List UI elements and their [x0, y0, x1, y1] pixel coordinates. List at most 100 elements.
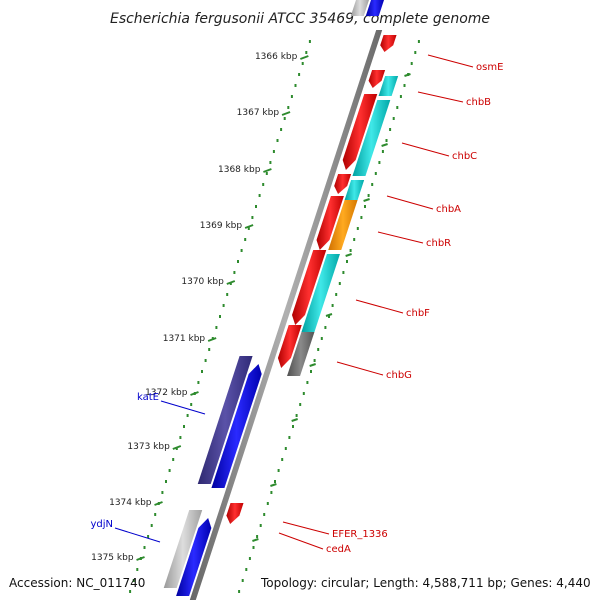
inner-ruler-dot: [147, 535, 150, 538]
gene-chbG[interactable]: [277, 325, 302, 368]
outer-tick-mark: [309, 363, 316, 367]
leader-line: [427, 54, 474, 68]
outer-ruler-dot: [277, 469, 280, 472]
gene-osmE[interactable]: [380, 35, 397, 52]
backbone-line: [189, 30, 383, 600]
gene-chbB-teal[interactable]: [378, 76, 399, 96]
gene-chbR-fwd[interactable]: [316, 196, 344, 250]
inner-ruler-dot: [298, 73, 301, 76]
outer-ruler-dot: [403, 84, 406, 87]
gene-label-chbF[interactable]: chbF: [406, 308, 430, 319]
inner-ruler-dot: [258, 194, 261, 197]
gene-label-chbA[interactable]: chbA: [436, 204, 461, 215]
tick-mark: [154, 501, 163, 506]
gene-label-katE[interactable]: katE: [137, 392, 159, 403]
leader-line: [355, 299, 404, 314]
inner-ruler-dot: [179, 436, 182, 439]
gene-label-chbB[interactable]: chbB: [466, 97, 491, 108]
topology-text: Topology: circular; Length: 4,588,711 bp…: [260, 576, 591, 590]
gene-katE[interactable]: [211, 364, 262, 488]
outer-ruler-dot: [381, 150, 384, 153]
outer-ruler-dot: [328, 315, 330, 318]
tick-label: 1371 kbp: [163, 334, 206, 344]
outer-ruler-dot: [313, 359, 316, 362]
tick-mark: [281, 111, 291, 116]
leader-line: [282, 521, 330, 535]
gene-chbR[interactable]: [328, 200, 358, 250]
gene-label-chbG[interactable]: chbG: [386, 370, 412, 381]
gene-chbA-teal[interactable]: [344, 180, 365, 200]
outer-ruler-dot: [335, 293, 338, 296]
outer-ruler-dot: [317, 348, 320, 351]
outer-tick-mark: [345, 253, 352, 257]
gene-EFER_1336[interactable]: [226, 503, 244, 524]
outer-ruler-dot: [245, 568, 248, 571]
gene-label-EFER_1336[interactable]: EFER_1336: [332, 529, 388, 540]
outer-ruler-dot: [367, 194, 370, 197]
gene-katE-slate[interactable]: [197, 356, 253, 484]
gene-top-blue[interactable]: [365, 0, 384, 16]
outer-ruler-dot: [331, 304, 334, 307]
outer-ruler-dot: [417, 40, 420, 43]
gene-chbA[interactable]: [334, 174, 352, 194]
outer-ruler-dot: [356, 227, 359, 230]
outer-tick-mark: [404, 73, 411, 77]
outer-ruler-dot: [259, 524, 262, 527]
gene-ydjN[interactable]: [176, 518, 212, 596]
outer-ruler-dot: [266, 502, 269, 505]
inner-ruler-dot: [308, 40, 311, 43]
outer-ruler-dot: [306, 381, 309, 384]
gene-label-chbC[interactable]: chbC: [452, 151, 477, 162]
leader-line: [160, 400, 206, 415]
gene-chbC[interactable]: [342, 94, 378, 170]
leader-line: [386, 195, 434, 210]
inner-ruler-dot: [305, 51, 308, 54]
inner-ruler-dot: [244, 238, 247, 241]
tick-label: 1369 kbp: [200, 221, 243, 231]
inner-ruler-dot: [280, 128, 283, 131]
outer-ruler-dot: [320, 337, 323, 340]
inner-ruler-dot: [222, 304, 225, 307]
outer-ruler-dot: [270, 491, 273, 494]
leader-line: [336, 361, 384, 376]
gene-top-light[interactable]: [350, 0, 369, 16]
gene-chbG-grey[interactable]: [287, 332, 315, 376]
inner-ruler-dot: [132, 579, 135, 582]
inner-ruler-dot: [247, 227, 250, 230]
outer-ruler-dot: [299, 403, 302, 406]
gene-chbF[interactable]: [291, 250, 327, 325]
gene-label-ydjN[interactable]: ydjN: [90, 519, 113, 530]
gene-ydjN-light[interactable]: [163, 510, 203, 588]
outer-ruler-dot: [346, 260, 348, 263]
outer-ruler-dot: [396, 106, 399, 109]
outer-ruler-dot: [281, 458, 284, 461]
inner-ruler-dot: [255, 205, 257, 208]
tick-label: 1366 kbp: [255, 52, 298, 62]
outer-ruler-dot: [310, 370, 312, 373]
inner-ruler-dot: [265, 172, 268, 175]
tick-mark: [244, 224, 254, 229]
inner-ruler-dot: [183, 425, 185, 428]
gene-chbF-teal[interactable]: [301, 254, 340, 332]
inner-ruler-dot: [165, 480, 167, 483]
gene-label-chbR[interactable]: chbR: [426, 238, 451, 249]
outer-ruler-dot: [371, 183, 374, 186]
gene-chbC-teal[interactable]: [352, 100, 391, 176]
inner-ruler-dot: [197, 381, 200, 384]
gene-label-cedA[interactable]: cedA: [326, 544, 351, 555]
outer-ruler-dot: [238, 590, 241, 593]
tick-mark: [300, 55, 309, 60]
inner-ruler-dot: [215, 326, 218, 329]
tick-label: 1372 kbp: [145, 388, 188, 398]
inner-ruler-dot: [233, 271, 236, 274]
gene-chbB[interactable]: [368, 70, 386, 88]
outer-ruler-dot: [241, 579, 244, 582]
outer-ruler-dot: [349, 249, 352, 252]
map-title: Escherichia fergusonii ATCC 35469, compl…: [110, 11, 490, 27]
outer-ruler-dot: [389, 128, 392, 131]
gene-label-osmE[interactable]: osmE: [476, 62, 503, 73]
inner-ruler-dot: [262, 183, 265, 186]
inner-ruler-dot: [283, 117, 286, 120]
outer-tick-mark: [291, 418, 298, 422]
